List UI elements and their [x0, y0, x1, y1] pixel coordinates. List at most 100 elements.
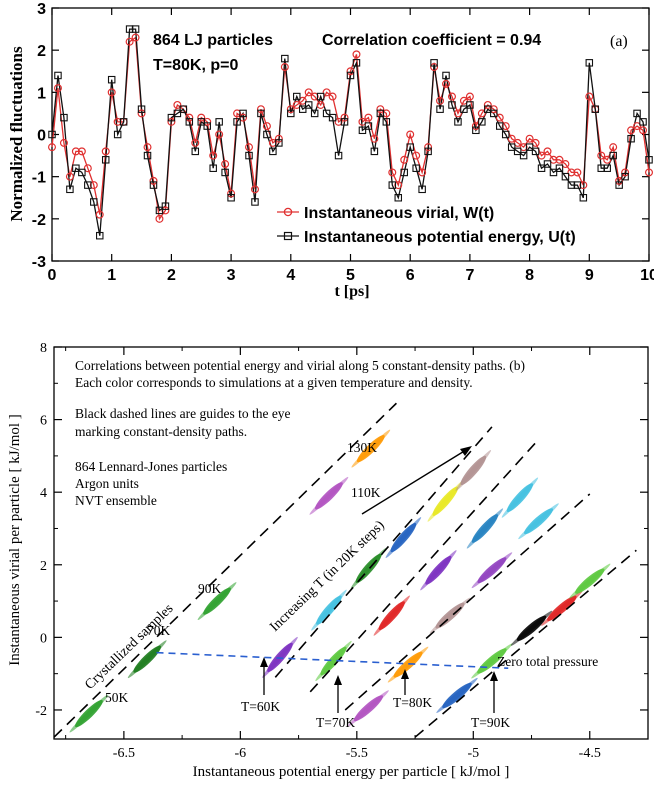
panel-a-ytick-label: 0 — [37, 128, 46, 145]
point-virial — [436, 96, 445, 105]
constant-density-path — [274, 426, 493, 678]
point-energy — [191, 147, 200, 156]
constant-density-path — [414, 549, 637, 738]
point-virial — [250, 185, 259, 194]
point-virial — [262, 122, 271, 131]
point-energy — [609, 151, 617, 160]
point-virial — [47, 143, 56, 152]
temperature-arrows — [260, 657, 498, 713]
annotation-conditions: T=80K, p=0 — [153, 57, 238, 74]
point-virial — [83, 164, 92, 173]
point-virial — [543, 147, 552, 156]
panel-a-xtick-label: 0 — [48, 267, 57, 284]
zero-pressure-line — [156, 651, 509, 670]
point-energy — [54, 71, 62, 80]
point-energy — [525, 143, 534, 151]
panel-a-series — [47, 25, 653, 240]
point-energy — [436, 105, 444, 113]
point-energy — [561, 172, 570, 181]
point-virial — [621, 168, 630, 177]
text-line1: Correlations between potential energy an… — [75, 358, 525, 373]
point-energy — [484, 105, 492, 113]
label-t60: T=60K — [241, 699, 280, 714]
label-t70: T=70K — [316, 715, 355, 730]
point-energy — [400, 168, 408, 177]
point-virial — [639, 126, 648, 135]
point-energy — [167, 113, 176, 122]
point-virial — [430, 63, 439, 72]
point-energy — [472, 126, 480, 135]
point-energy — [412, 164, 420, 172]
point-energy — [388, 181, 397, 189]
point-virial — [149, 176, 158, 185]
point-virial — [531, 138, 540, 147]
point-energy — [394, 194, 403, 202]
point-virial — [585, 92, 594, 101]
label-70k: 70K — [147, 623, 171, 638]
legend-label-energy: Instantaneous potential energy, U(t) — [304, 229, 576, 246]
panel-b-ytick-label: 0 — [40, 631, 47, 646]
point-virial — [382, 109, 391, 118]
panel-b-frame — [53, 346, 649, 740]
point-virial — [215, 130, 224, 139]
point-energy — [424, 147, 432, 156]
panel-a-xtick-label: 5 — [346, 267, 355, 284]
arrowhead-t60 — [260, 657, 268, 667]
point-energy — [460, 105, 468, 113]
point-virial — [597, 151, 606, 160]
point-virial — [77, 147, 86, 156]
point-virial — [125, 37, 134, 46]
point-energy — [304, 101, 313, 109]
data-cluster-halo — [348, 690, 389, 727]
point-energy — [406, 143, 414, 151]
data-cluster-halo — [311, 589, 347, 631]
constant-density-path — [309, 439, 540, 693]
point-energy — [119, 118, 128, 126]
point-virial — [615, 176, 624, 185]
point-virial — [65, 172, 74, 181]
point-energy — [346, 71, 355, 80]
panel-b-xtick-label: -4.5 — [579, 746, 601, 761]
point-virial — [459, 96, 468, 105]
point-energy — [131, 25, 140, 33]
point-virial — [627, 126, 636, 135]
increasing-arrowhead — [460, 446, 472, 456]
point-virial — [573, 168, 582, 177]
point-virial — [155, 214, 164, 223]
panel-a-ytick-label: 1 — [37, 85, 46, 102]
point-energy — [442, 71, 450, 80]
data-cluster-halo — [569, 563, 611, 599]
point-energy — [382, 118, 391, 126]
point-virial — [418, 168, 427, 177]
point-energy — [137, 105, 146, 113]
point-virial — [203, 117, 212, 126]
constant-density-path — [53, 402, 397, 738]
text-info1: 864 Lennard-Jones particles — [75, 459, 227, 474]
point-virial — [471, 122, 480, 131]
point-energy — [215, 118, 223, 126]
point-virial — [406, 130, 415, 139]
point-virial — [370, 134, 379, 143]
arrowhead-t90 — [490, 671, 498, 681]
data-cluster-halo — [427, 480, 464, 522]
panel-a-legend: Instantaneous virial, W(t) Instantaneous… — [277, 205, 576, 246]
point-virial — [334, 117, 343, 126]
point-virial — [400, 155, 409, 164]
panel-a-ticks — [51, 7, 650, 262]
point-virial — [561, 160, 570, 169]
point-energy — [454, 118, 462, 126]
point-energy — [478, 118, 486, 126]
panel-a-xtick-label: 3 — [227, 267, 236, 284]
point-energy — [107, 75, 116, 84]
point-virial — [424, 143, 433, 152]
point-energy — [621, 172, 629, 181]
point-virial — [453, 109, 462, 118]
point-energy — [543, 160, 552, 168]
point-energy — [113, 130, 122, 139]
point-virial — [286, 105, 295, 114]
legend-marker-energy — [283, 231, 293, 241]
data-cluster-halo — [351, 429, 391, 468]
point-energy — [101, 156, 110, 164]
panel-b-xtick-label: -6.5 — [113, 746, 135, 761]
point-virial — [340, 113, 349, 122]
